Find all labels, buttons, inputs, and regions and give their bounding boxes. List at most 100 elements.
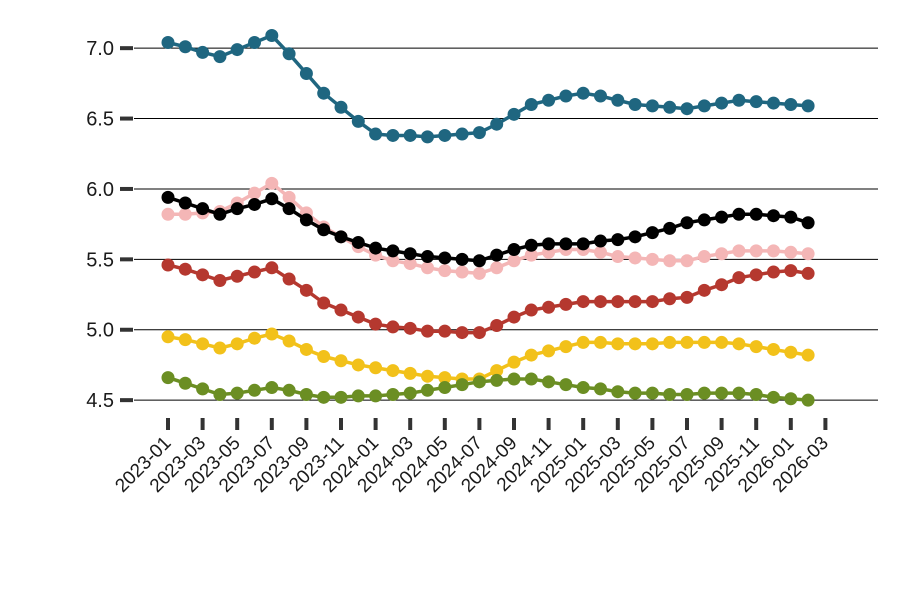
data-point [265, 327, 279, 341]
data-point [299, 283, 313, 297]
data-point [455, 326, 469, 340]
data-point [421, 383, 434, 397]
data-point [265, 28, 279, 42]
data-point [594, 335, 607, 349]
data-point [161, 207, 175, 221]
data-point [663, 254, 677, 268]
data-point [472, 326, 486, 340]
data-point [680, 216, 694, 230]
data-point [455, 378, 469, 392]
series-line [166, 195, 810, 263]
data-point [767, 390, 780, 404]
data-point [196, 45, 210, 59]
data-point [386, 244, 400, 258]
ytick-label: 5.5 [86, 249, 114, 271]
data-point [438, 251, 452, 265]
data-point [697, 99, 711, 113]
data-point [438, 324, 452, 338]
data-point [317, 349, 331, 363]
ytick-label: 7.0 [86, 38, 114, 60]
data-point [645, 386, 659, 400]
data-point [645, 337, 659, 351]
data-point [645, 99, 659, 113]
data-point [611, 337, 625, 351]
data-point [490, 117, 504, 131]
data-point [732, 337, 746, 351]
data-point [230, 202, 244, 216]
data-point [697, 386, 711, 400]
data-point [559, 297, 573, 311]
data-point [801, 247, 815, 261]
data-point [213, 388, 227, 402]
data-point [524, 97, 538, 111]
data-point [732, 93, 746, 107]
data-point [749, 244, 763, 258]
data-point [178, 333, 192, 347]
data-point [628, 386, 642, 400]
data-point [680, 290, 694, 304]
data-point [421, 324, 434, 338]
data-point [645, 252, 659, 266]
data-point [282, 272, 296, 286]
data-point [680, 102, 694, 116]
series-line [166, 332, 810, 381]
data-point [576, 295, 590, 309]
series-2 [161, 176, 815, 280]
data-point [334, 230, 348, 244]
data-point [490, 364, 504, 378]
data-point [697, 335, 711, 349]
data-point [248, 331, 261, 345]
data-point [403, 247, 417, 261]
data-point [784, 210, 798, 224]
data-point [299, 342, 313, 356]
data-point [767, 96, 780, 110]
data-point [645, 226, 659, 240]
data-point [265, 176, 279, 190]
data-point [265, 261, 279, 275]
series-line [166, 375, 810, 402]
data-point [161, 36, 175, 50]
data-point [697, 213, 711, 227]
data-point [732, 244, 746, 258]
data-point [576, 380, 590, 394]
data-point [542, 237, 556, 251]
data-point [507, 107, 521, 121]
data-point [801, 393, 815, 407]
data-point [767, 209, 780, 223]
data-point [801, 216, 815, 230]
data-point [161, 258, 175, 272]
data-point [178, 376, 192, 390]
data-point [403, 386, 417, 400]
data-point [663, 388, 677, 402]
data-point [715, 278, 729, 292]
data-point [438, 264, 452, 278]
data-point [715, 247, 729, 261]
data-point [784, 345, 798, 359]
data-point [196, 382, 210, 396]
series-line [166, 263, 810, 335]
data-point [161, 330, 175, 344]
data-point [248, 36, 261, 50]
data-point [213, 50, 227, 64]
data-point [663, 100, 677, 114]
data-point [749, 207, 763, 221]
data-point [386, 254, 400, 268]
data-point [767, 265, 780, 279]
data-point [507, 242, 521, 256]
data-point [351, 358, 365, 372]
data-point [438, 371, 452, 385]
series-5 [161, 327, 815, 386]
data-point [351, 310, 365, 324]
data-point [576, 86, 590, 100]
data-point [507, 254, 521, 268]
data-point [265, 380, 279, 394]
data-point [559, 378, 573, 392]
data-point [178, 262, 192, 276]
data-point [801, 99, 815, 113]
ytick-label: 6.5 [86, 109, 114, 131]
data-point [421, 369, 434, 383]
data-point [576, 335, 590, 349]
data-point [663, 292, 677, 306]
data-point [472, 126, 486, 140]
